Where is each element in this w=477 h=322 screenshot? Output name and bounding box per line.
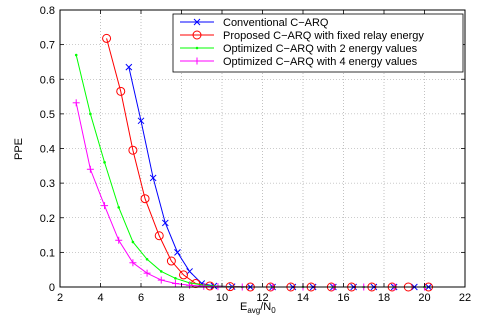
x-tick-label: 14: [297, 292, 309, 304]
x-tick-label: 6: [138, 292, 144, 304]
legend-entry-2: Proposed C−ARQ with fixed relay energy: [180, 30, 424, 42]
legend-box: [172, 13, 464, 73]
data-point: [125, 63, 133, 71]
data-point: [166, 256, 176, 266]
y-tick-label: 0.5: [40, 109, 55, 121]
data-point: [128, 145, 138, 155]
data-point: [131, 240, 135, 244]
marker-stroke: [193, 18, 201, 26]
data-point: [103, 161, 106, 164]
data-point: [74, 53, 78, 57]
y-tick-label: 0.3: [40, 178, 55, 190]
legend-label: Conventional C−ARQ: [223, 17, 329, 29]
legend-label: Optimized C−ARQ with 2 energy values: [223, 43, 418, 55]
y-tick-label: 0.6: [40, 74, 55, 86]
x-tick-label: 18: [378, 292, 390, 304]
x-tick-label: 10: [216, 292, 228, 304]
x-tick-label: 12: [256, 292, 268, 304]
legend-entry-1: Conventional C−ARQ: [180, 17, 329, 29]
y-tick-label: 0.4: [40, 144, 55, 156]
data-point: [145, 258, 149, 261]
data-point: [174, 277, 177, 280]
legend-marker: [195, 46, 199, 50]
x-tick-label: 8: [178, 292, 184, 304]
data-point: [159, 270, 163, 273]
data-point: [174, 249, 181, 256]
data-point: [72, 99, 80, 107]
data-point: [129, 259, 137, 267]
y-axis-label: PPE: [13, 138, 25, 160]
marker-stroke: [174, 249, 181, 256]
x-tick-label: 16: [337, 292, 349, 304]
data-point: [115, 236, 123, 244]
data-point: [161, 219, 169, 227]
y-tick-label: 0.2: [40, 213, 55, 225]
legend-marker: [192, 30, 202, 40]
y-tick-label: 0.8: [40, 5, 55, 17]
data-point: [116, 86, 126, 96]
x-tick-label: 22: [459, 292, 471, 304]
data-point: [186, 281, 194, 289]
marker-stroke: [137, 117, 145, 125]
marker-stroke: [161, 219, 169, 227]
y-tick-label: 0.1: [40, 247, 55, 259]
legend-marker: [193, 18, 201, 26]
data-point: [101, 202, 109, 210]
x-tick-label: 2: [57, 292, 63, 304]
legend-entry-4: Optimized C−ARQ with 4 energy values: [180, 56, 418, 68]
marker-stroke: [149, 174, 157, 182]
legend-label: Proposed C−ARQ with fixed relay energy: [223, 30, 424, 42]
data-point: [140, 194, 150, 204]
data-point: [117, 206, 121, 209]
legend-label: Optimized C−ARQ with 4 energy values: [223, 56, 418, 68]
legend-entry-3: Optimized C−ARQ with 2 energy values: [180, 43, 418, 55]
data-point: [137, 117, 145, 125]
data-point: [102, 33, 112, 43]
x-tick-label: 20: [418, 292, 430, 304]
ticks: 2 4 6 8 10 12 14 16 18 20 22 0 0.1 0.2 0.3 0.4 0.5 0.6 0.7…: [40, 5, 471, 304]
data-point: [143, 269, 151, 277]
data-point: [179, 270, 189, 280]
data-point: [200, 282, 208, 290]
y-tick-label: 0.7: [40, 40, 55, 52]
legend-marker: [193, 57, 201, 65]
x-axis-label: Eavg/N0: [240, 301, 276, 315]
data-point: [157, 276, 165, 284]
data-point: [154, 231, 164, 241]
data-point: [89, 112, 92, 116]
data-point: [171, 280, 179, 288]
data-point: [86, 165, 94, 173]
marker-stroke: [125, 63, 133, 71]
data-point: [149, 174, 157, 182]
y-tick-label: 0: [49, 282, 55, 294]
x-tick-label: 4: [97, 292, 103, 304]
